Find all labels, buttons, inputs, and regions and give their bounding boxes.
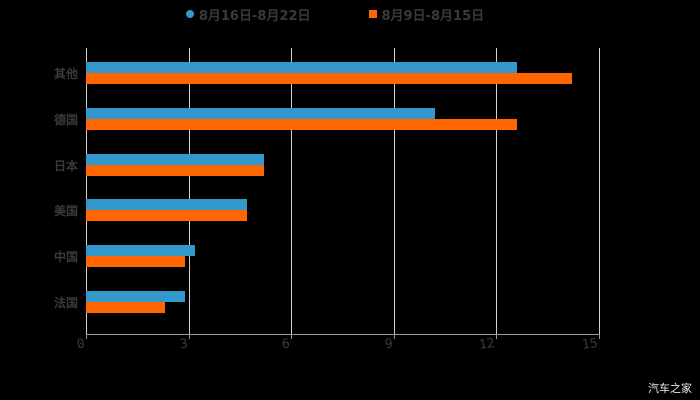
bar-series1[interactable] (86, 108, 435, 119)
x-tick-label: 15 (581, 335, 599, 354)
category-label: 法国 (53, 296, 78, 310)
x-tick-label: 0 (75, 336, 86, 353)
legend-item-series2[interactable]: 8月9日-8月15日 (339, 5, 485, 24)
bar-series2[interactable] (86, 73, 572, 84)
gridline (291, 48, 292, 334)
plot-area (86, 48, 600, 334)
legend-circle-icon (185, 10, 194, 18)
bar-series1[interactable] (86, 62, 517, 73)
x-tick (599, 334, 600, 339)
gridline (599, 48, 600, 334)
legend-label-series2: 8月9日-8月15日 (381, 8, 485, 24)
legend-item-series1[interactable]: 8月16日-8月22日 (185, 5, 311, 24)
gridline (86, 48, 87, 334)
x-tick-label: 12 (478, 335, 497, 354)
x-tick (496, 334, 498, 339)
legend-label-series1: 8月16日-8月22日 (198, 8, 311, 24)
chart-legend: 8月16日-8月22日 8月9日-8月15日 (0, 5, 700, 24)
x-tick (291, 334, 293, 339)
x-tick-label: 3 (178, 336, 189, 353)
x-tick-label: 9 (383, 336, 394, 353)
category-label: 日本 (53, 159, 78, 173)
x-axis (86, 334, 599, 335)
gridline (394, 48, 395, 334)
x-tick (86, 334, 87, 339)
bar-series2[interactable] (86, 210, 247, 221)
x-tick-label: 6 (281, 336, 292, 353)
bar-series2[interactable] (86, 119, 517, 130)
category-label: 其他 (53, 67, 78, 81)
x-tick (188, 334, 190, 339)
bar-series2[interactable] (86, 256, 186, 267)
bar-series1[interactable] (86, 245, 196, 256)
bar-series1[interactable] (86, 199, 247, 210)
x-tick (393, 334, 395, 339)
bar-series1[interactable] (86, 291, 186, 302)
gridline (189, 48, 190, 334)
bar-series2[interactable] (86, 165, 264, 176)
gridline (496, 48, 497, 334)
watermark: 汽车之家 (648, 382, 692, 395)
category-label: 美国 (53, 204, 78, 218)
legend-square-icon (368, 10, 377, 18)
category-label: 中国 (53, 250, 78, 264)
category-label: 德国 (53, 113, 78, 127)
bar-series2[interactable] (86, 302, 165, 313)
bar-series1[interactable] (86, 154, 264, 165)
